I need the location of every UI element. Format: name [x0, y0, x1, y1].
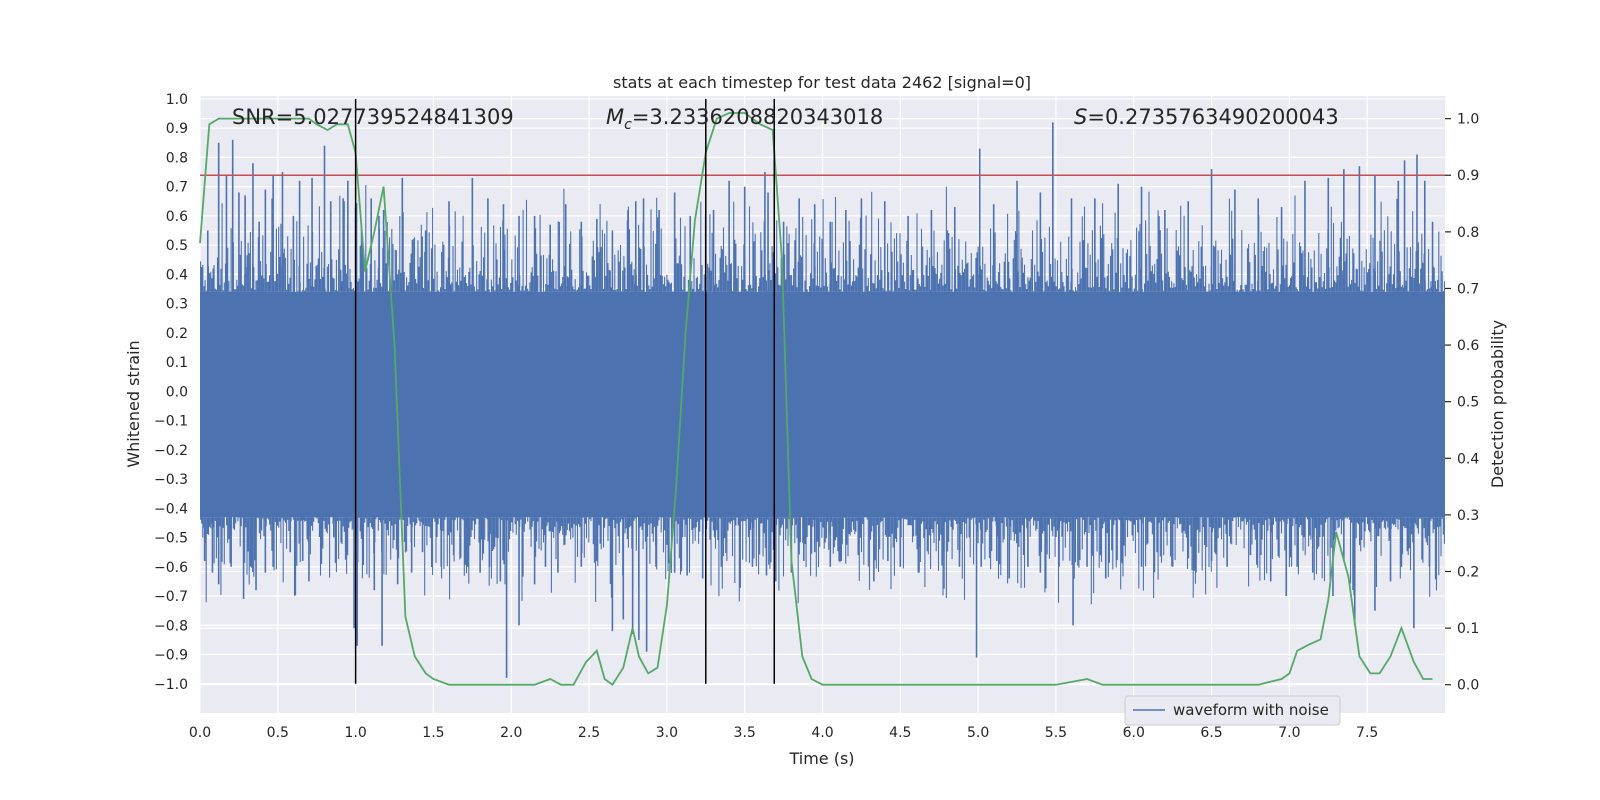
- y-tick-label: −0.8: [154, 618, 188, 634]
- chirp-mass-value: =3.2336208820343018: [632, 105, 883, 129]
- detection-probability-line: [199, 112, 1433, 686]
- x-tick-label: 0.0: [189, 725, 211, 741]
- x-tick-label: 7.0: [1278, 725, 1300, 741]
- y-tick-label: −0.4: [154, 501, 188, 517]
- legend-box: [1124, 695, 1341, 726]
- x-axis: 0.0 0.5 1.0 1.5 2.0 2.5 3.0 3.5 4.0 4.5 5.0 5.5 6.0 6…: [189, 725, 1378, 741]
- y-right-tick-label: 0.0: [1457, 678, 1479, 694]
- waveform-series: [200, 122, 1445, 678]
- chirp-mass-subscript: c: [624, 117, 632, 133]
- x-tick-label: 5.5: [1045, 725, 1067, 741]
- chirp-mass-annotation: Mc=3.2336208820343018: [606, 105, 883, 133]
- legend-label-waveform: waveform with noise: [1173, 701, 1329, 719]
- y-tick-label: 1.0: [166, 92, 188, 108]
- y-axis-label-left: Whitened strain: [124, 340, 143, 467]
- x-tick-label: 2.5: [578, 725, 600, 741]
- x-tick-label: 2.0: [500, 725, 522, 741]
- x-tick-label: 6.5: [1200, 725, 1222, 741]
- y-tick-label: −0.5: [154, 531, 188, 547]
- y-tick-label: −0.3: [154, 472, 188, 488]
- y-tick-label: 0.1: [166, 355, 188, 371]
- y-tick-label: 0.8: [166, 150, 188, 166]
- y-tick-label: 0.3: [166, 297, 188, 313]
- y-axis-left: 1.0 0.9 0.8 0.7 0.6 0.5 0.4 0.3 0.2 0.1 0.0 −0.1 −0.…: [154, 92, 188, 693]
- waveform-noise-upper: [200, 185, 1445, 292]
- x-tick-label: 5.0: [967, 725, 989, 741]
- waveform-core-band: [200, 291, 1445, 518]
- y-right-tick-label: 0.9: [1457, 168, 1479, 184]
- y-tick-label: −0.1: [154, 414, 188, 430]
- vertical-markers: [354, 98, 776, 684]
- y-tick-label: 0.9: [166, 121, 188, 137]
- x-axis-label: Time (s): [788, 749, 854, 768]
- y-right-tick-label: 0.5: [1457, 395, 1479, 411]
- x-tick-label: 4.0: [811, 725, 833, 741]
- y-tick-label: 0.5: [166, 238, 188, 254]
- x-tick-label: 7.5: [1356, 725, 1378, 741]
- y-right-tick-label: 0.7: [1457, 281, 1479, 297]
- y-right-tick-label: 0.8: [1457, 225, 1479, 241]
- y-right-tick-label: 0.6: [1457, 338, 1479, 354]
- y-axis-right: 1.0 0.9 0.8 0.7 0.6 0.5 0.4 0.3 0.2 0.1 0.0: [1445, 112, 1479, 694]
- y-right-tick-label: 0.3: [1457, 508, 1479, 524]
- x-tick-label: 3.0: [656, 725, 678, 741]
- y-tick-label: −0.2: [154, 443, 188, 459]
- x-tick-label: 0.5: [267, 725, 289, 741]
- y-tick-label: 0.6: [166, 209, 188, 225]
- y-tick-label: 0.4: [166, 267, 188, 283]
- y-tick-label: −1.0: [154, 677, 188, 693]
- y-right-tick-label: 0.1: [1457, 621, 1479, 637]
- x-tick-label: 3.5: [734, 725, 756, 741]
- chirp-mass-symbol: M: [606, 105, 624, 129]
- s-symbol: S: [1074, 105, 1087, 129]
- x-tick-label: 1.5: [422, 725, 444, 741]
- y-right-tick-label: 0.4: [1457, 451, 1479, 467]
- x-tick-label: 6.0: [1123, 725, 1145, 741]
- s-annotation: S=0.2735763490200043: [1074, 105, 1339, 129]
- x-tick-label: 4.5: [889, 725, 911, 741]
- detection-probability-series: [199, 112, 1445, 686]
- legend: waveform with noise: [1124, 695, 1341, 726]
- s-value: =0.2735763490200043: [1087, 105, 1338, 129]
- y-right-tick-label: 1.0: [1457, 112, 1479, 128]
- y-tick-label: −0.9: [154, 648, 188, 664]
- chart-title: stats at each timestep for test data 246…: [613, 73, 1031, 92]
- y-tick-label: 0.7: [166, 180, 188, 196]
- y-tick-label: −0.6: [154, 560, 188, 576]
- y-tick-label: 0.0: [166, 384, 188, 400]
- y-right-tick-label: 0.2: [1457, 564, 1479, 580]
- snr-annotation: SNR=5.027739524841309: [232, 105, 514, 129]
- y-axis-label-right: Detection probability: [1488, 320, 1507, 488]
- y-tick-label: −0.7: [154, 589, 188, 605]
- x-tick-label: 1.0: [344, 725, 366, 741]
- y-tick-label: 0.2: [166, 326, 188, 342]
